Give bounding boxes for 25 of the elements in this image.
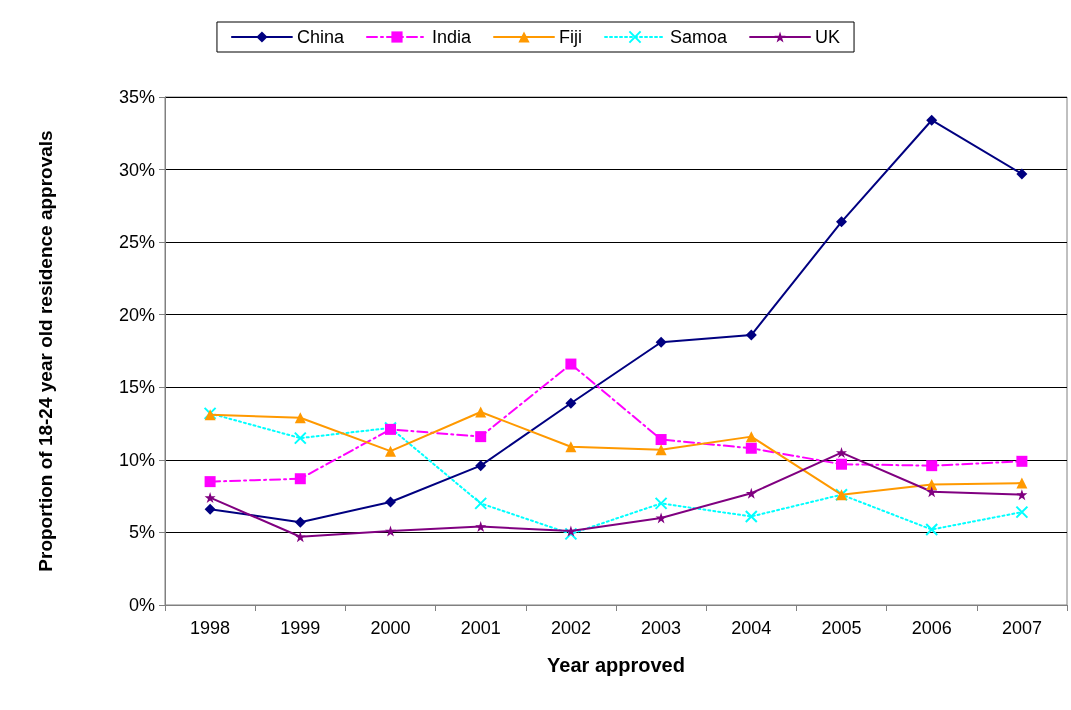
y-tick-label: 5%	[128, 522, 155, 543]
y-tick-label: 20%	[118, 304, 155, 325]
x-tick-label: 2006	[911, 618, 952, 638]
x-tick-label: 2004	[731, 618, 772, 638]
legend-label: Samoa	[670, 27, 729, 47]
y-tick-label: 0%	[128, 595, 155, 615]
x-tick-label: 1998	[190, 618, 231, 638]
legend-label: China	[296, 27, 345, 47]
x-tick-label: 2003	[641, 618, 682, 638]
y-tick-label: 30%	[118, 159, 155, 180]
y-tick-label: 25%	[118, 232, 155, 253]
x-tick-label: 2002	[550, 618, 591, 638]
y-tick-label: 35%	[118, 87, 155, 107]
x-tick-label: 2005	[821, 618, 862, 638]
x-tick-label: 2007	[1001, 618, 1042, 638]
x-axis-title: Year approved	[547, 654, 685, 676]
legend-label: Fiji	[559, 27, 583, 47]
x-tick-label: 2000	[370, 618, 411, 638]
legend-label: UK	[815, 27, 841, 47]
y-axis-title: Proportion of 18-24 year old residence approvals	[34, 130, 56, 572]
x-tick-label: 1999	[280, 618, 321, 638]
legend-label: India	[431, 27, 473, 47]
x-tick-label: 2001	[460, 618, 501, 638]
y-tick-label: 15%	[118, 377, 155, 398]
y-tick-label: 10%	[118, 449, 155, 470]
